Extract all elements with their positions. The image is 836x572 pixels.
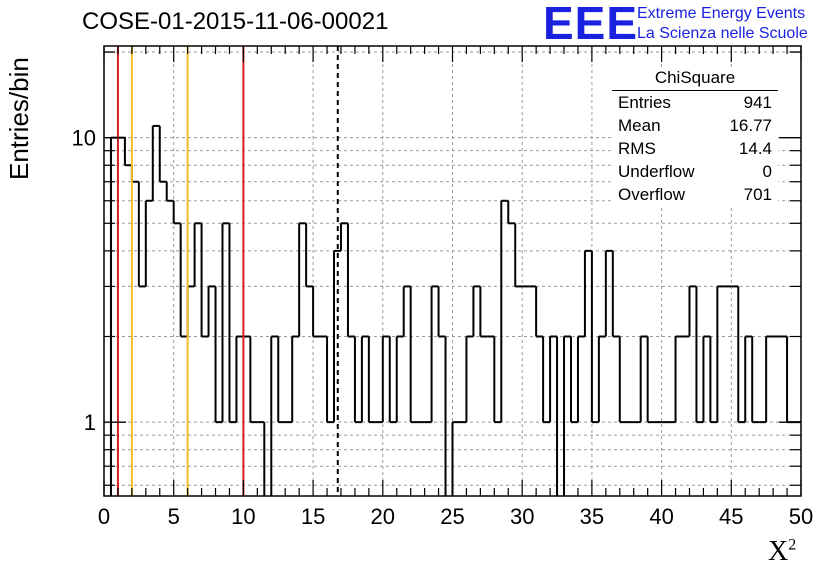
x-tick-label: 10 bbox=[231, 504, 255, 529]
x-tick-label: 15 bbox=[301, 504, 325, 529]
x-tick-label: 35 bbox=[580, 504, 604, 529]
stats-box: ChiSquare Entries 941 Mean 16.77 RMS 14.4 U… bbox=[612, 67, 778, 206]
stats-value: 14.4 bbox=[738, 139, 772, 158]
chart-title: COSE-01-2015-11-06-00021 bbox=[82, 8, 389, 35]
stats-row-mean: Mean 16.77 bbox=[612, 114, 778, 137]
stats-label: Mean bbox=[618, 116, 661, 135]
eee-logo: EEE bbox=[543, 0, 639, 49]
x-axis-label-superscript: 2 bbox=[788, 536, 797, 554]
x-axis-label-base: X bbox=[768, 536, 789, 567]
stats-value: 16.77 bbox=[729, 116, 772, 135]
x-tick-label: 40 bbox=[649, 504, 673, 529]
logo-caption-line1: Extreme Energy Events bbox=[637, 5, 806, 22]
stats-label: Overflow bbox=[618, 185, 686, 204]
x-axis-label: X2 bbox=[768, 536, 796, 568]
y-tick-label: 10 bbox=[72, 126, 96, 151]
stats-value: 0 bbox=[762, 162, 772, 181]
x-tick-label: 5 bbox=[168, 504, 180, 529]
x-tick-label: 30 bbox=[510, 504, 534, 529]
stats-value: 701 bbox=[743, 185, 772, 204]
stats-row-entries: Entries 941 bbox=[612, 91, 778, 114]
x-tick-label: 25 bbox=[440, 504, 464, 529]
x-tick-label: 0 bbox=[98, 504, 110, 529]
y-axis-label: Entries/bin bbox=[4, 57, 34, 180]
y-tick-label: 1 bbox=[84, 410, 96, 435]
stats-label: RMS bbox=[618, 139, 656, 158]
vertical-markers bbox=[116, 46, 339, 496]
stats-row-underflow: Underflow 0 bbox=[612, 160, 778, 183]
histogram-series bbox=[109, 124, 801, 496]
stats-label: Underflow bbox=[618, 162, 695, 181]
x-tick-label: 45 bbox=[719, 504, 743, 529]
stats-label: Entries bbox=[618, 93, 671, 112]
axis-ticks: 0 5 10 15 20 25 30 35 40 45 50 1 10 bbox=[72, 46, 813, 529]
logo-caption-line2: La Scienza nelle Scuole bbox=[637, 25, 808, 42]
stats-title: ChiSquare bbox=[612, 67, 778, 91]
stats-row-rms: RMS 14.4 bbox=[612, 137, 778, 160]
x-tick-label: 20 bbox=[371, 504, 395, 529]
stats-row-overflow: Overflow 701 bbox=[612, 183, 778, 206]
stats-value: 941 bbox=[743, 93, 772, 112]
logo-caption: Extreme Energy Events La Scienza nelle S… bbox=[637, 4, 808, 44]
x-tick-label: 50 bbox=[789, 504, 813, 529]
